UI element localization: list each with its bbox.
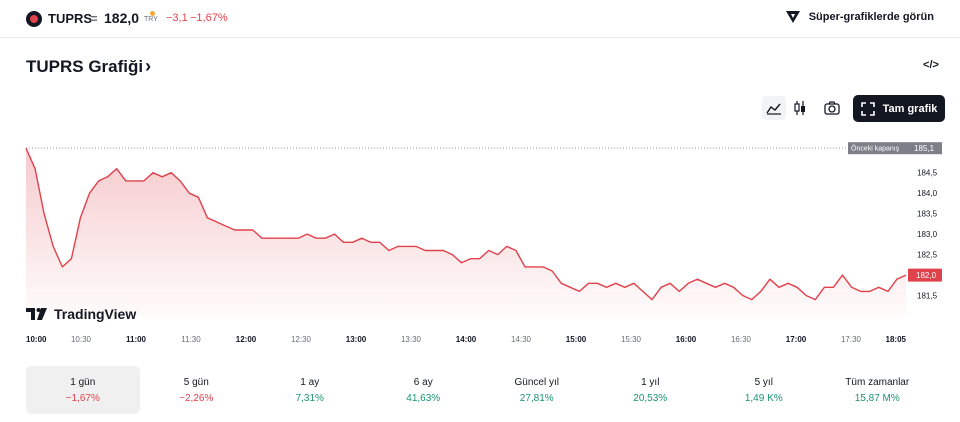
period-change: −1,67%	[65, 392, 100, 404]
chart-title: TUPRS Grafiği	[26, 56, 144, 76]
snapshot-button[interactable]	[820, 96, 844, 120]
equals-separator: =	[90, 11, 98, 26]
full-chart-button[interactable]: Tam grafik	[853, 95, 945, 122]
previous-close-tag: Önceki kapanış 185,1	[848, 142, 942, 155]
chevron-right-icon: ›	[145, 56, 152, 76]
x-tick-label: 14:00	[456, 335, 477, 344]
period-tab[interactable]: Güncel yıl 27,81%	[480, 366, 594, 414]
price-line	[25, 147, 907, 301]
price-area-fill	[26, 148, 906, 316]
symbol-header: TUPRS = 182,0 TRY −3,1 −1,67% Süper-graf…	[0, 0, 960, 38]
embed-code-button[interactable]: </>	[923, 59, 939, 71]
fullscreen-icon	[860, 101, 875, 116]
performance-period-tabs: 1 gün −1,67% 5 gün −2,26% 1 ay 7,31% 6 ay 41,63…	[26, 366, 934, 414]
x-tick-label: 12:30	[291, 335, 312, 344]
tradingview-logo-icon	[26, 308, 47, 320]
period-change: 7,31%	[295, 392, 324, 404]
period-change: −2,26%	[179, 392, 214, 404]
last-price: 182,0	[104, 10, 140, 26]
symbol-logo-icon	[26, 11, 42, 27]
price-change-percent: −1,67%	[190, 12, 228, 24]
x-tick-label: 17:30	[841, 335, 862, 344]
super-charts-link[interactable]: Süper-grafiklerde görün	[785, 10, 934, 24]
y-tick-label: 182,5	[917, 251, 938, 260]
currency-label: TRY	[144, 16, 158, 23]
period-label: 5 gün	[183, 376, 209, 388]
period-tab[interactable]: 6 ay 41,63%	[367, 366, 481, 414]
period-change: 15,87 M%	[854, 392, 900, 404]
x-tick-label: 13:30	[401, 335, 422, 344]
y-axis: 181,5 182,5 183,0 183,5 184,0 184,5	[917, 169, 938, 301]
camera-icon	[824, 101, 840, 115]
period-label: Güncel yıl	[514, 376, 559, 388]
area-chart-icon	[766, 103, 781, 115]
super-charts-icon	[785, 11, 800, 23]
price-chart[interactable]: 181,5 182,5 183,0 183,5 184,0 184,5 10:00 10:3…	[0, 132, 960, 347]
x-tick-label: 13:00	[346, 335, 367, 344]
period-label: 1 ay	[300, 376, 320, 388]
candles-chart-style-button[interactable]	[788, 96, 812, 120]
x-tick-label: 17:00	[786, 335, 807, 344]
tradingview-wordmark: TradingView	[54, 306, 137, 322]
y-tick-label: 183,0	[917, 230, 938, 239]
x-tick-label: 16:30	[731, 335, 752, 344]
period-tab[interactable]: 1 yıl 20,53%	[594, 366, 708, 414]
period-change: 1,49 K%	[744, 392, 783, 404]
x-tick-label: 18:05	[886, 335, 907, 344]
x-tick-label: 15:30	[621, 335, 642, 344]
x-tick-label: 15:00	[566, 335, 587, 344]
period-label: 5 yıl	[754, 376, 773, 388]
y-tick-label: 183,5	[917, 210, 938, 219]
tradingview-logo[interactable]: TradingView	[26, 306, 136, 322]
area-chart-style-button[interactable]	[762, 96, 786, 120]
x-tick-label: 10:00	[26, 335, 47, 344]
period-label: 1 gün	[70, 376, 96, 388]
y-tick-label: 184,0	[917, 189, 938, 198]
period-tab[interactable]: Tüm zamanlar 15,87 M%	[821, 366, 935, 414]
x-tick-label: 11:00	[126, 335, 147, 344]
x-tick-label: 16:00	[676, 335, 697, 344]
period-tab[interactable]: 5 gün −2,26%	[140, 366, 254, 414]
period-change: 20,53%	[633, 392, 668, 404]
period-change: 41,63%	[406, 392, 441, 404]
x-tick-label: 12:00	[236, 335, 257, 344]
y-tick-label: 181,5	[917, 292, 938, 301]
super-charts-label: Süper-grafiklerde görün	[808, 11, 934, 23]
last-price-tag: 182,0	[908, 268, 942, 282]
x-tick-label: 11:30	[181, 335, 201, 344]
x-tick-label: 14:30	[511, 335, 532, 344]
chart-title-link[interactable]: TUPRS Grafiği ›	[26, 56, 151, 77]
x-tick-label: 10:30	[71, 335, 92, 344]
previous-close-value: 185,1	[914, 144, 935, 153]
period-label: Tüm zamanlar	[845, 376, 910, 388]
market-status-dot-icon	[150, 11, 155, 16]
period-label: 6 ay	[413, 376, 433, 388]
period-change: 27,81%	[519, 392, 554, 404]
y-tick-label: 184,5	[917, 169, 938, 178]
candlestick-icon	[794, 101, 805, 115]
period-tab[interactable]: 1 ay 7,31%	[253, 366, 367, 414]
full-chart-label: Tam grafik	[882, 102, 938, 115]
previous-close-label: Önceki kapanış	[851, 145, 900, 153]
last-price-label: 182,0	[916, 271, 937, 280]
symbol-name[interactable]: TUPRS	[48, 11, 93, 26]
price-change: −3,1	[166, 12, 188, 24]
x-axis: 10:00 10:30 11:00 11:30 12:00 12:30 13:00 13:30…	[26, 335, 907, 344]
period-label: 1 yıl	[641, 376, 660, 388]
period-tab[interactable]: 5 yıl 1,49 K%	[707, 366, 821, 414]
period-tab[interactable]: 1 gün −1,67%	[26, 366, 140, 414]
